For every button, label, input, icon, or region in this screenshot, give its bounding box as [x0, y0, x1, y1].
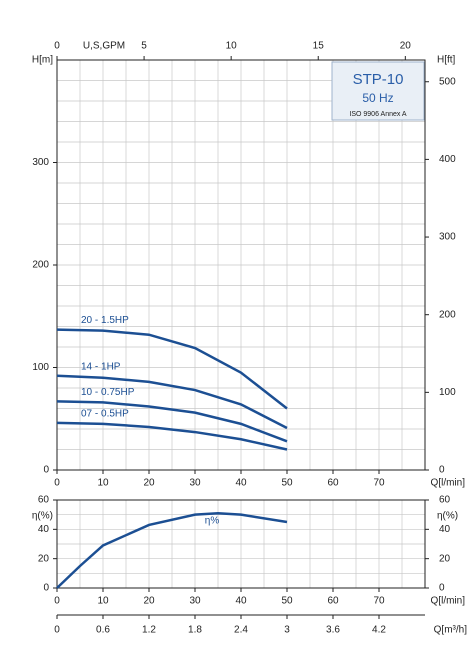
curve-label: 07 - 0.5HP [81, 408, 129, 419]
x2-tick-label: 15 [313, 41, 325, 52]
x2-tick-label: 4.2 [372, 625, 386, 636]
x-tick-label: 50 [281, 478, 293, 489]
x-tick-label: 70 [373, 596, 385, 607]
x-axis-label: Q[l/min] [431, 596, 466, 607]
x2-tick-label: 5 [141, 41, 147, 52]
x-tick-label: 20 [143, 596, 155, 607]
x-tick-label: 0 [54, 478, 60, 489]
curve-label: 10 - 0.75HP [81, 387, 135, 398]
y2-tick-label: 400 [439, 154, 456, 165]
model-box [331, 61, 425, 121]
curve-label: 14 - 1HP [81, 361, 121, 372]
y-tick-label: 40 [38, 524, 50, 535]
model-frequency: 50 Hz [362, 91, 393, 105]
y-axis-label: η(%) [32, 511, 53, 522]
x2-axis-label: Q[m³/h] [434, 625, 468, 636]
x-tick-label: 10 [97, 478, 109, 489]
y-tick-label: 100 [32, 362, 49, 373]
x-tick-label: 60 [327, 596, 339, 607]
y-tick-label: 200 [32, 260, 49, 271]
x2-tick-label: 3.6 [326, 625, 340, 636]
y2-tick-label: 500 [439, 76, 456, 87]
y-axis-label: H[m] [32, 55, 53, 66]
y-tick-label: 60 [38, 495, 50, 506]
y2-axis-label: η(%) [437, 511, 458, 522]
x-tick-label: 30 [189, 596, 201, 607]
curve [56, 400, 288, 443]
x2-tick-label: 2.4 [234, 625, 248, 636]
curve-label: 20 - 1.5HP [81, 315, 129, 326]
y-tick-label: 300 [32, 157, 49, 168]
curve [56, 374, 288, 430]
x2-tick-label: 20 [400, 41, 412, 52]
x-tick-label: 10 [97, 596, 109, 607]
model-title: STP-10 [353, 71, 404, 88]
x2-tick-label: 0 [54, 625, 60, 636]
y2-tick-label: 40 [439, 524, 451, 535]
x-tick-label: 30 [189, 478, 201, 489]
y2-axis-label: H[ft] [437, 55, 456, 66]
curve [56, 511, 288, 589]
x2-tick-label: 0 [54, 41, 60, 52]
x2-tick-label: 0.6 [96, 625, 110, 636]
x-tick-label: 50 [281, 596, 293, 607]
x2-tick-label: 1.2 [142, 625, 156, 636]
x-tick-label: 20 [143, 478, 155, 489]
curve [56, 421, 288, 451]
x2-tick-label: 3 [284, 625, 290, 636]
y-tick-label: 0 [43, 465, 49, 476]
x-tick-label: 40 [235, 596, 247, 607]
x2-tick-label: 10 [226, 41, 238, 52]
x2-tick-label: 1.8 [188, 625, 202, 636]
curve [56, 328, 288, 410]
x-tick-label: 40 [235, 478, 247, 489]
x-tick-label: 0 [54, 596, 60, 607]
x-axis-label: Q[l/min] [431, 478, 466, 489]
model-standard: ISO 9906 Annex A [349, 111, 407, 118]
y2-tick-label: 20 [439, 553, 451, 564]
y2-tick-label: 60 [439, 495, 451, 506]
x2-axis-label: U,S,GPM [83, 41, 125, 52]
y2-tick-label: 300 [439, 232, 456, 243]
y2-tick-label: 100 [439, 387, 456, 398]
y2-tick-label: 200 [439, 309, 456, 320]
curve-label: η% [205, 516, 220, 527]
y-tick-label: 0 [43, 583, 49, 594]
y2-tick-label: 0 [439, 465, 445, 476]
x-tick-label: 70 [373, 478, 385, 489]
y2-tick-label: 0 [439, 583, 445, 594]
x-tick-label: 60 [327, 478, 339, 489]
y-tick-label: 20 [38, 553, 50, 564]
